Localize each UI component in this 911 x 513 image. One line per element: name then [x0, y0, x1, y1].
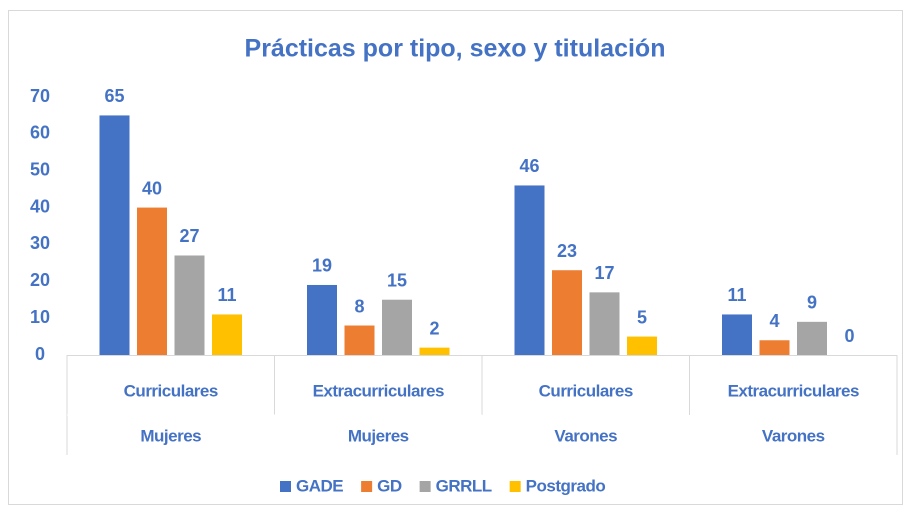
y-tick-label: 60 — [30, 123, 50, 143]
x-tick-label: Extracurriculares — [728, 381, 859, 400]
legend-swatch — [361, 481, 373, 492]
value-label: 11 — [727, 285, 746, 305]
bar — [759, 340, 790, 355]
legend-swatch — [419, 481, 431, 492]
value-label: 46 — [519, 156, 539, 176]
legend-label: GRRLL — [436, 476, 492, 495]
x-tick-label: Extracurriculares — [313, 381, 444, 400]
bar — [589, 292, 620, 355]
bar — [137, 207, 167, 355]
y-tick-label: 70 — [30, 86, 50, 106]
bar — [797, 321, 827, 355]
x-tick-label: Varones — [554, 426, 617, 445]
value-label: 9 — [807, 293, 817, 313]
bar — [514, 185, 545, 355]
legend-swatch — [280, 481, 291, 492]
bar — [722, 314, 752, 355]
value-label: 11 — [217, 285, 236, 305]
value-label: 8 — [354, 296, 364, 316]
value-label: 65 — [104, 86, 124, 106]
value-label: 23 — [557, 241, 577, 261]
legend-label: Postgrado — [526, 476, 606, 495]
bar — [552, 270, 582, 355]
legend-label: GADE — [296, 476, 343, 495]
value-label: 0 — [844, 326, 854, 346]
bar — [174, 255, 205, 355]
bar — [382, 299, 412, 355]
bar — [344, 325, 375, 355]
y-tick-label: 50 — [30, 159, 50, 179]
value-label: 40 — [142, 178, 162, 198]
value-label: 19 — [312, 256, 332, 276]
y-tick-label: 30 — [30, 233, 50, 253]
value-label: 4 — [769, 311, 779, 331]
bar — [419, 347, 450, 355]
bar — [99, 115, 130, 355]
value-label: 27 — [179, 226, 199, 246]
value-label: 17 — [594, 263, 614, 283]
bar — [627, 336, 657, 355]
y-tick-label: 40 — [30, 196, 50, 216]
y-tick-label: 10 — [30, 307, 50, 327]
x-tick-label: Curriculares — [124, 381, 218, 400]
legend-swatch — [509, 481, 521, 492]
x-tick-label: Mujeres — [348, 426, 409, 445]
x-tick-label: Varones — [762, 426, 825, 445]
x-tick-label: Curriculares — [539, 381, 633, 400]
y-tick-label: 20 — [30, 270, 50, 290]
value-label: 15 — [387, 270, 407, 290]
x-tick-label: Mujeres — [140, 426, 201, 445]
y-tick-label: 0 — [35, 344, 45, 364]
legend-label: GD — [377, 476, 402, 495]
chart-title: Prácticas por tipo, sexo y titulación — [245, 35, 666, 63]
bar — [307, 284, 337, 355]
value-label: 5 — [637, 307, 647, 327]
value-label: 2 — [429, 318, 439, 338]
bar — [212, 314, 242, 355]
